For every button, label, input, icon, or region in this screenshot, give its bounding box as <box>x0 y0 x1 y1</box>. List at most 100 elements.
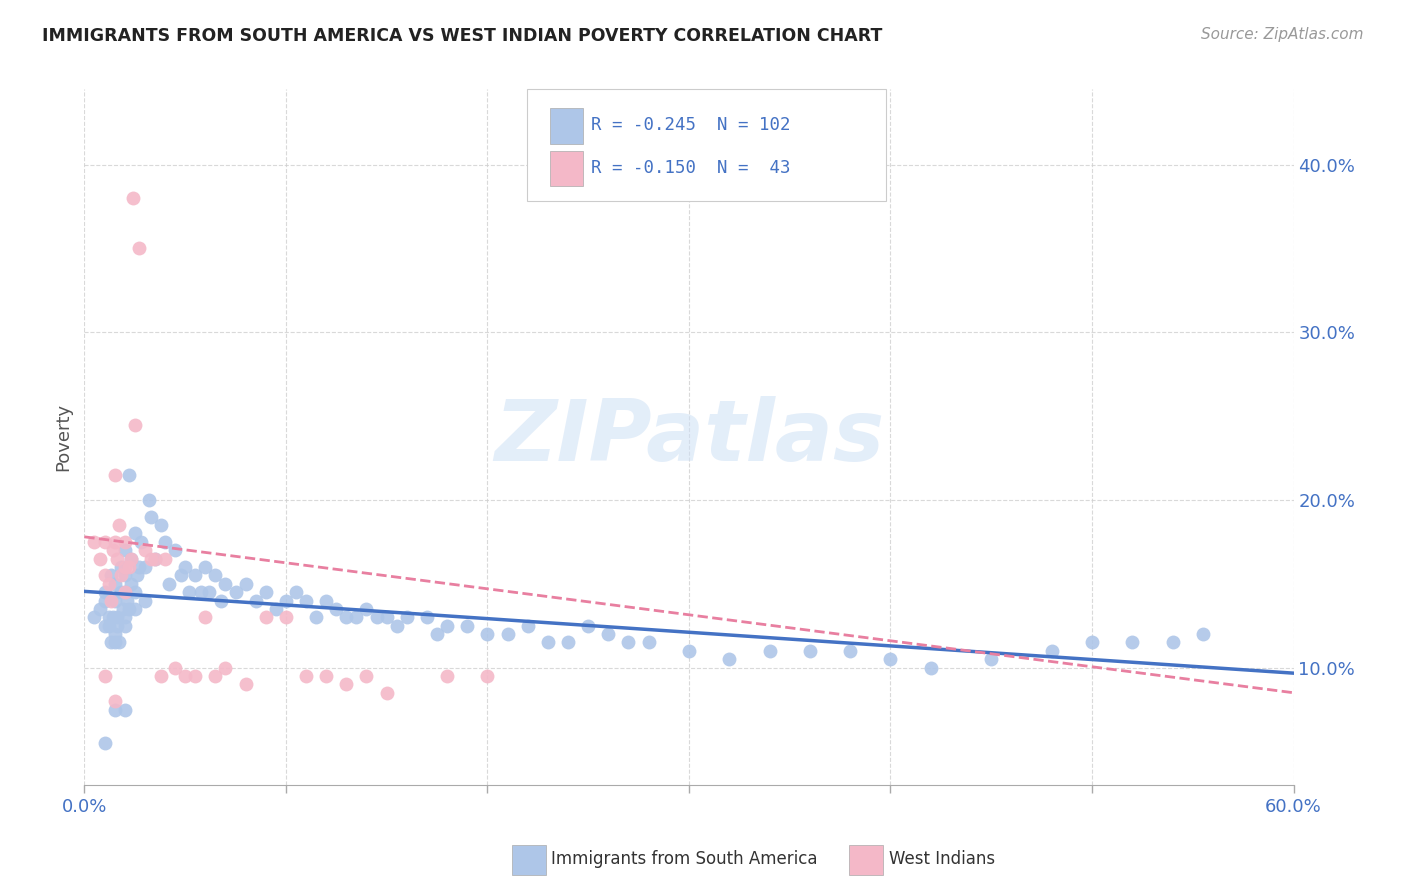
Point <box>105 551 128 566</box>
Point <box>134 560 156 574</box>
Point <box>118 560 141 574</box>
Text: Immigrants from South America: Immigrants from South America <box>551 850 818 868</box>
Point <box>184 568 207 582</box>
Point <box>153 534 176 549</box>
Point <box>204 568 226 582</box>
Point <box>124 526 146 541</box>
Point <box>1161 635 1184 649</box>
Point <box>129 534 152 549</box>
Point <box>104 593 127 607</box>
Point <box>104 467 127 482</box>
Text: IMMIGRANTS FROM SOUTH AMERICA VS WEST INDIAN POVERTY CORRELATION CHART: IMMIGRANTS FROM SOUTH AMERICA VS WEST IN… <box>42 27 883 45</box>
Point <box>125 568 148 582</box>
Point <box>245 593 267 607</box>
Point <box>264 602 287 616</box>
Point <box>920 660 942 674</box>
Point <box>315 669 337 683</box>
Point <box>165 543 187 558</box>
Point <box>104 694 127 708</box>
Point <box>576 618 599 632</box>
Point <box>124 585 146 599</box>
Point <box>385 618 408 632</box>
Point <box>204 669 226 683</box>
Point <box>93 736 115 750</box>
Point <box>118 602 141 616</box>
Point <box>114 560 136 574</box>
Point <box>179 585 201 599</box>
Point <box>1081 635 1104 649</box>
Point <box>190 585 212 599</box>
Point <box>477 627 499 641</box>
Point <box>214 576 236 591</box>
Point <box>114 702 136 716</box>
Point <box>198 585 221 599</box>
Point <box>101 610 124 624</box>
Point <box>139 551 162 566</box>
Point <box>104 534 127 549</box>
Point <box>114 585 136 599</box>
Text: R = -0.245  N = 102: R = -0.245 N = 102 <box>591 116 790 134</box>
Point <box>104 635 127 649</box>
Point <box>718 652 741 666</box>
Point <box>124 417 146 432</box>
Point <box>235 677 257 691</box>
Point <box>128 242 150 256</box>
Text: R = -0.150  N =  43: R = -0.150 N = 43 <box>591 159 790 177</box>
Point <box>395 610 418 624</box>
Point <box>114 534 136 549</box>
Point <box>184 669 207 683</box>
Point <box>139 509 162 524</box>
Point <box>305 610 328 624</box>
Point <box>97 576 120 591</box>
Point <box>107 635 129 649</box>
Point <box>104 627 127 641</box>
Point <box>285 585 308 599</box>
Point <box>254 610 277 624</box>
Point <box>105 610 128 624</box>
Point <box>1192 627 1215 641</box>
Point <box>194 610 217 624</box>
Point <box>174 669 197 683</box>
Point <box>143 551 166 566</box>
Point <box>356 602 378 616</box>
Text: Source: ZipAtlas.com: Source: ZipAtlas.com <box>1201 27 1364 42</box>
Point <box>114 543 136 558</box>
Point <box>194 560 217 574</box>
Point <box>89 602 111 616</box>
Point <box>375 686 398 700</box>
Point <box>839 644 862 658</box>
Point <box>124 602 146 616</box>
Point <box>1121 635 1143 649</box>
Point <box>93 593 115 607</box>
Point <box>118 467 141 482</box>
Point <box>557 635 579 649</box>
Point <box>170 568 193 582</box>
Point <box>225 585 247 599</box>
Point <box>104 576 127 591</box>
Point <box>134 543 156 558</box>
Point <box>153 551 176 566</box>
Point <box>315 593 337 607</box>
Point <box>97 610 120 624</box>
Point <box>496 627 519 641</box>
Point <box>254 585 277 599</box>
Point <box>110 568 132 582</box>
Point <box>235 576 257 591</box>
Point <box>274 593 297 607</box>
Point <box>325 602 347 616</box>
Point <box>93 534 115 549</box>
Point <box>477 669 499 683</box>
Point <box>149 518 172 533</box>
Point <box>114 585 136 599</box>
Point <box>83 534 105 549</box>
Point <box>93 618 115 632</box>
Point <box>436 669 458 683</box>
Point <box>115 593 138 607</box>
Point <box>295 669 318 683</box>
Point <box>104 702 127 716</box>
Point <box>209 593 232 607</box>
Point <box>516 618 538 632</box>
Point <box>346 610 368 624</box>
Point <box>295 593 318 607</box>
Point <box>114 618 136 632</box>
